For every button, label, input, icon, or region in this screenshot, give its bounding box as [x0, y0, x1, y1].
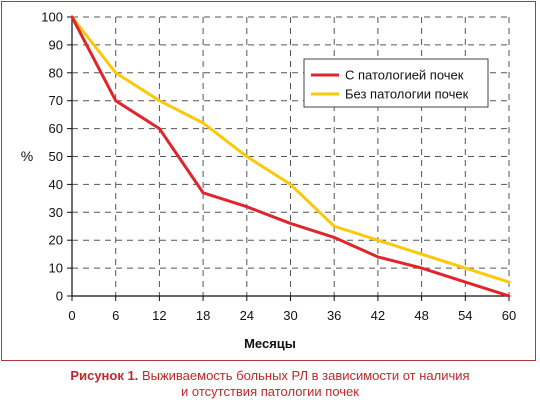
x-tick-label: 0: [68, 308, 75, 323]
legend-label-with-pathology: С патологией почек: [345, 68, 464, 83]
legend-box: [303, 58, 489, 108]
x-tick-label: 6: [112, 308, 119, 323]
x-tick-label: 12: [152, 308, 166, 323]
legend: С патологией почек Без патологии почек: [303, 58, 489, 108]
x-tick-label: 48: [414, 308, 428, 323]
y-tick-label: 10: [49, 261, 63, 276]
x-tick-label: 18: [196, 308, 210, 323]
x-axis-label: Месяцы: [244, 336, 296, 351]
y-tick-label: 0: [56, 289, 63, 304]
x-tick-label: 36: [327, 308, 341, 323]
legend-label-without-pathology: Без патологии почек: [345, 87, 469, 102]
x-tick-label: 54: [458, 308, 472, 323]
series-line-without-pathology: [70, 15, 511, 284]
caption-label: Рисунок 1.: [70, 368, 139, 383]
y-tick-label: 50: [49, 149, 63, 164]
y-tick-label: 90: [49, 37, 63, 52]
series-line-with-pathology: [70, 15, 511, 298]
series-lines: [70, 15, 511, 298]
caption-text-line1: Выживаемость больных РЛ в зависимости от…: [141, 368, 470, 383]
tick-labels: 0 10 20 30 40 50 60 70 80 90 100 0 6 12 18 24 30 36 42 48 54…: [41, 10, 516, 324]
y-tick-label: 30: [49, 205, 63, 220]
y-tick-label: 70: [49, 93, 63, 108]
y-tick-label: 60: [49, 121, 63, 136]
axes: [67, 16, 510, 301]
x-tick-label: 42: [371, 308, 385, 323]
y-axis-label: %: [21, 148, 33, 164]
y-tick-label: 20: [49, 233, 63, 248]
x-tick-label: 24: [240, 308, 254, 323]
caption-text-line2: и отсутствия патологии почек: [181, 384, 359, 399]
y-tick-label: 100: [41, 10, 63, 25]
x-tick-label: 30: [283, 308, 297, 323]
y-tick-label: 80: [49, 65, 63, 80]
y-tick-label: 40: [49, 177, 63, 192]
figure-caption: Рисунок 1. Выживаемость больных РЛ в зав…: [0, 368, 540, 400]
x-tick-label: 60: [502, 308, 516, 323]
survival-line-chart: 0 10 20 30 40 50 60 70 80 90 100 0 6 12 18 24 30 36 42 48 54…: [21, 10, 516, 352]
